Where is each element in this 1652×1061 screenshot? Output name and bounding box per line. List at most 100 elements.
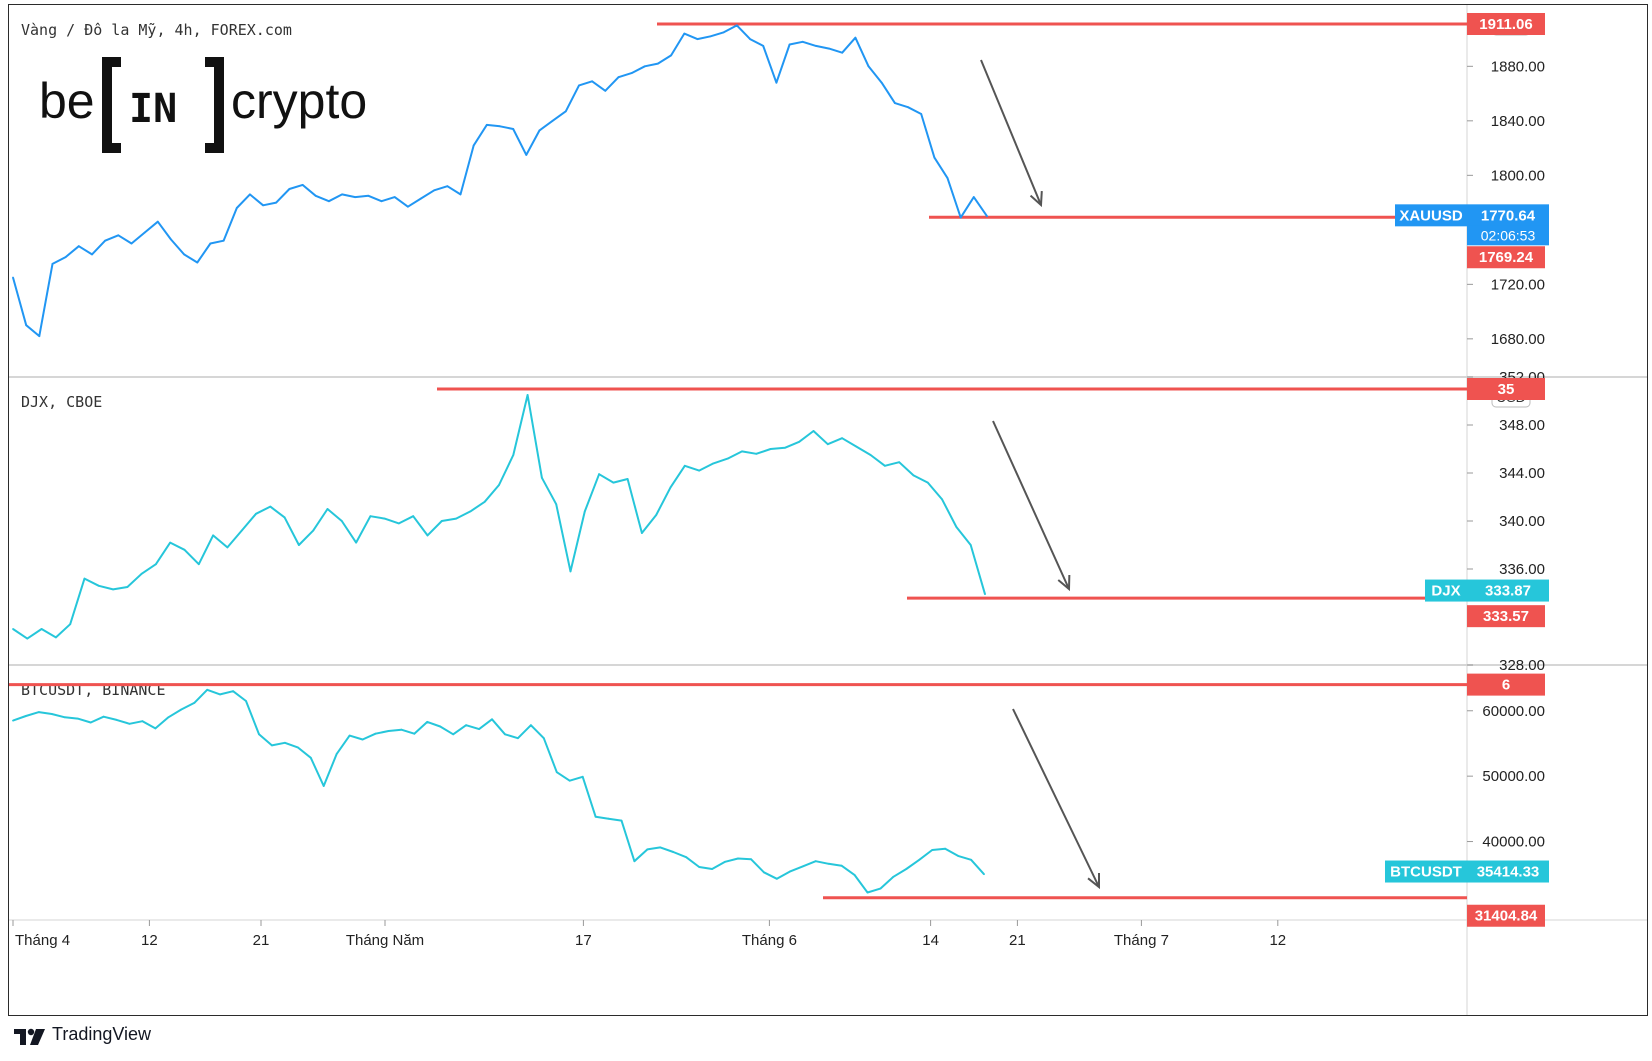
series-point [369,515,372,518]
series-point [957,855,959,857]
series-point [724,860,726,863]
series-point [569,570,572,573]
x-tick-label: Tháng 7 [1114,932,1169,949]
symbol-tag-bg [1425,579,1467,602]
series-point [841,51,844,54]
series-point [633,860,636,863]
series-point [769,448,772,450]
series-point [499,125,501,128]
x-tick-label: 12 [141,932,158,949]
series-point [91,253,93,256]
series-point [986,215,988,218]
series-point [776,877,778,880]
tradingview-label: TradingView [52,1024,152,1044]
series-point [944,847,947,850]
series-point [657,62,659,65]
tradingview-logo-icon [14,1028,45,1045]
series-point [983,873,985,876]
series-point [326,508,329,510]
series-point [354,196,357,199]
series-point [955,526,958,528]
series-point [322,785,325,787]
series-point [97,584,100,587]
series-point [262,204,264,207]
down-arrow-head [1029,190,1043,208]
series-point [726,457,729,460]
series-point [827,862,830,865]
series-point [83,577,86,580]
series-point [867,65,870,68]
series-point [892,875,895,878]
series-point [517,737,519,740]
series-point [12,719,14,722]
chart-canvas[interactable]: Tháng 4 12 21 Tháng Năm 17 Tháng 6 14 21 Tháng 7… [9,5,1647,1015]
series-point [483,500,486,503]
level-label-text: 1911.06 [1479,16,1532,33]
series-point [219,693,222,696]
y-tick-label: 1880.00 [1491,58,1545,75]
level-label-text: 6 [1502,677,1510,694]
y-tick-label: 348.00 [1499,417,1545,434]
series-point [626,478,629,480]
series-point [775,81,778,84]
series-point [393,196,396,199]
y-tick-label: 1680.00 [1491,331,1545,348]
series-point [26,637,29,640]
series-point [512,128,515,130]
series-point [683,464,686,467]
series-point [643,65,646,68]
series-point [420,197,422,200]
series-point [459,193,462,196]
series-point [855,445,858,448]
logo-bracket-right [205,57,224,153]
series-point [920,113,923,115]
series-point [275,201,278,204]
y-tick-label: 50000.00 [1482,768,1545,785]
series-point [143,231,146,234]
series-point [271,744,273,747]
series-point [413,732,416,735]
y-tick-label: 60000.00 [1482,703,1545,720]
series-point [541,476,543,479]
series-point [206,688,209,691]
series-point [485,124,488,126]
series-point [869,454,872,456]
series-point [741,450,743,453]
series-point [240,529,243,532]
series-point [912,474,915,477]
level-label-text: 35 [1498,381,1515,398]
series-point [170,238,172,241]
series-point [284,741,286,744]
y-tick-label: 40000.00 [1482,834,1545,851]
series-point [115,719,118,721]
series-point [530,724,532,727]
series-point [984,593,986,596]
series-point [465,724,467,727]
level-label-text: 1769.24 [1479,249,1534,266]
series-point [387,730,390,732]
series-point [784,446,786,449]
series-point [801,40,804,43]
x-tick-label: Tháng 6 [742,932,797,949]
series-point [117,234,120,237]
series-point [130,242,133,245]
series-point [641,532,643,534]
series-point [312,529,315,532]
series-point [801,865,804,868]
series-point [591,80,593,83]
down-arrow-head [1087,873,1100,890]
last-price-tag-text: 1770.64 [1481,207,1536,224]
countdown-text: 02:06:53 [1481,227,1536,243]
series-point [25,324,28,327]
series-point [798,440,801,443]
series-point [946,177,949,180]
series-point [355,541,357,544]
series-point [232,690,235,693]
series-point [814,860,817,863]
series-point [578,84,580,87]
series-point [755,452,758,455]
tradingview-brand[interactable]: TradingView [14,1024,151,1045]
down-arrow [992,420,1070,590]
series-point [440,520,443,522]
series-point [126,586,129,588]
